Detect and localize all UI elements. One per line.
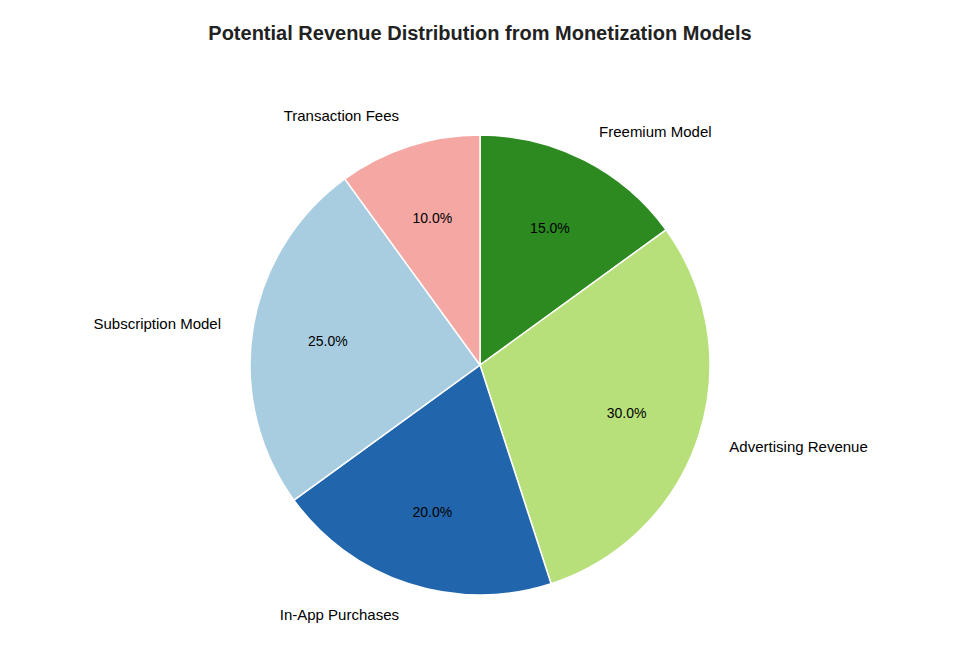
category-label: Subscription Model — [93, 315, 221, 332]
data-label: 20.0% — [413, 504, 453, 520]
pie-group — [250, 135, 710, 595]
data-label: 30.0% — [607, 405, 647, 421]
data-label: 10.0% — [413, 210, 453, 226]
chart-svg: Potential Revenue Distribution from Mone… — [0, 0, 960, 664]
data-label: 15.0% — [530, 220, 570, 236]
category-label: Freemium Model — [599, 123, 712, 140]
pie-slice — [345, 135, 480, 365]
slices — [250, 135, 710, 595]
category-label: In-App Purchases — [280, 606, 399, 623]
chart-title: Potential Revenue Distribution from Mone… — [208, 22, 751, 44]
data-label: 25.0% — [308, 333, 348, 349]
pie-texts: 15.0% 30.0% 20.0% 25.0% 10.0% Freemium Model A… — [93, 107, 867, 623]
category-label: Advertising Revenue — [729, 438, 867, 455]
category-label: Transaction Fees — [284, 107, 399, 124]
